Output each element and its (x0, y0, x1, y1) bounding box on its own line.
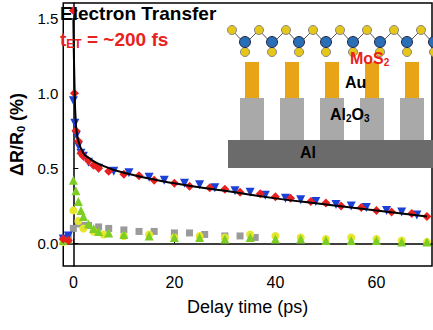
svg-text:0.5: 0.5 (37, 160, 58, 177)
svg-text:1.5: 1.5 (37, 10, 58, 27)
svg-text:20: 20 (165, 274, 183, 291)
svg-text:= ~200 fs: = ~200 fs (82, 29, 169, 50)
svg-text:O: O (352, 106, 364, 123)
svg-text:3: 3 (364, 113, 370, 124)
svg-text:2: 2 (346, 112, 352, 124)
svg-text:0: 0 (69, 274, 78, 291)
svg-text:1.0: 1.0 (37, 85, 58, 102)
svg-text:0: 0 (15, 126, 27, 133)
svg-text:Electron Transfer: Electron Transfer (60, 3, 217, 24)
svg-text:t: t (60, 29, 67, 50)
svg-text:2: 2 (384, 57, 390, 68)
svg-text:60: 60 (368, 274, 386, 291)
svg-text:0.0: 0.0 (37, 235, 58, 252)
svg-text:Au: Au (345, 74, 366, 91)
svg-text:(%): (%) (7, 93, 27, 126)
svg-text:Al: Al (330, 106, 346, 123)
svg-text:Al: Al (300, 144, 316, 161)
svg-text:Delay time (ps): Delay time (ps) (187, 297, 308, 317)
svg-text:ET: ET (66, 37, 82, 51)
svg-text:ΔR/R: ΔR/R (7, 132, 27, 176)
svg-text:40: 40 (267, 274, 285, 291)
svg-text:MoS: MoS (350, 50, 384, 67)
